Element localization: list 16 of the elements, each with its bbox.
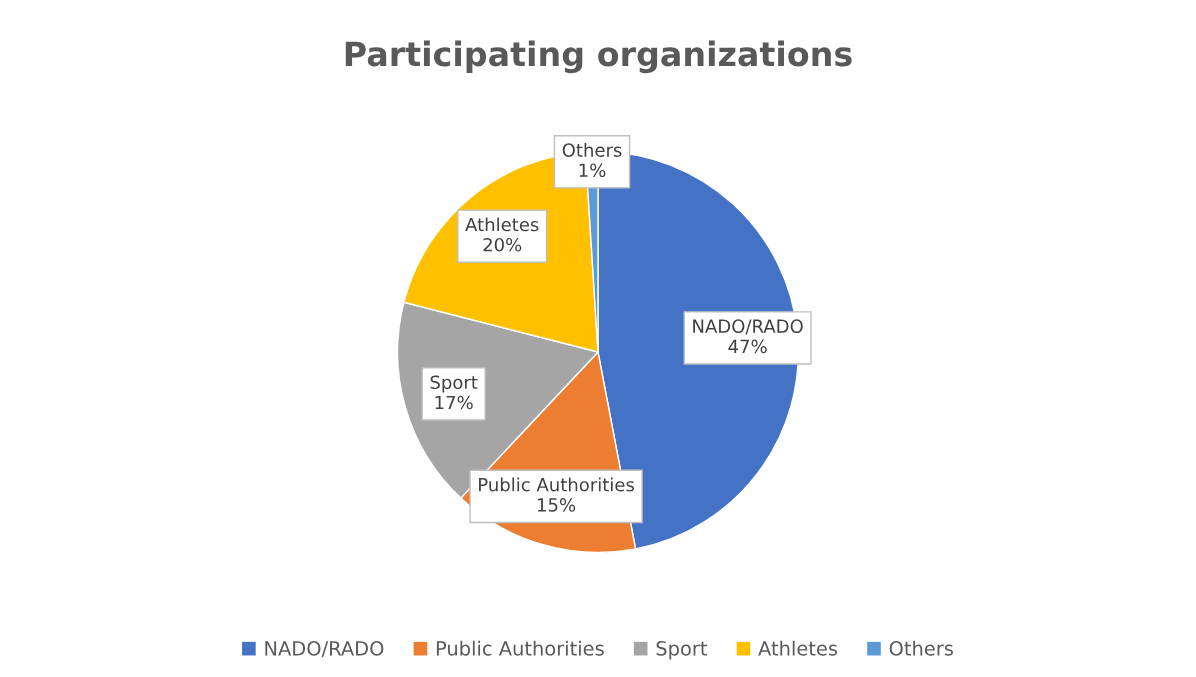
legend-label: Others [889,640,953,656]
legend-label: Athletes [758,640,838,656]
slice-label: Sport [430,375,478,393]
legend-label: NADO/RADO [265,641,384,658]
data-label: 15% [537,498,576,512]
data-label: 17% [435,395,473,410]
chart-title: Participating organizations [345,40,852,74]
legend-label: Public Authorities [436,640,604,656]
slice-label: Athletes [465,217,539,232]
legend-label: Sport [656,641,708,660]
slice-label: Others [562,142,622,157]
slice-label: NADO/RADO [693,319,803,335]
data-label: 47% [728,339,767,354]
data-label: 1% [579,163,606,178]
slice-label: Public Authorities [479,477,634,492]
data-label: 20% [483,237,522,252]
